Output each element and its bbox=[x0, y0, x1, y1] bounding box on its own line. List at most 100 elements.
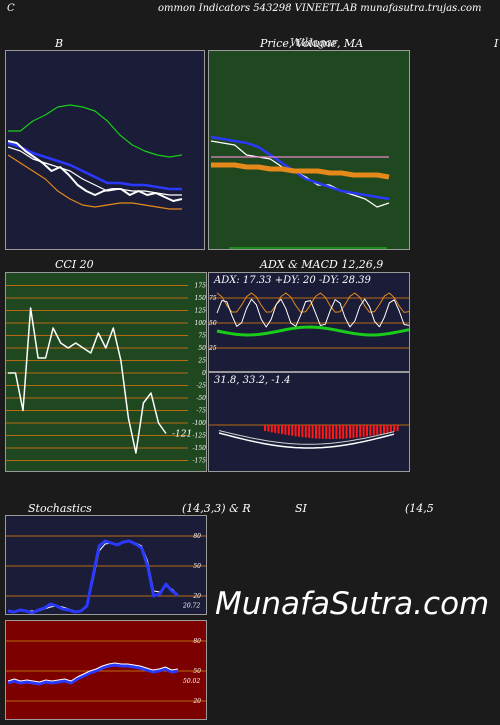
price-panel bbox=[208, 50, 410, 250]
adx-tick-label-0: 75 bbox=[209, 295, 217, 302]
macd-histogram-bar-39 bbox=[396, 425, 399, 431]
price-title: Price, Volume, MA bbox=[260, 37, 364, 50]
cci-chart: 175 150 125 100 75 50 25 0 -25 -50 -75 -100 -125 -150… bbox=[6, 283, 207, 465]
stochastics-panel: 80 50 20 20.72 bbox=[5, 515, 207, 615]
cci-tick-label-12: -125 bbox=[193, 433, 207, 440]
macd-histogram-bar-21 bbox=[335, 425, 338, 439]
stochastics-chart: 80 50 20 20.72 bbox=[6, 533, 206, 614]
macd-histogram-bar-7 bbox=[287, 425, 290, 436]
bollinger-chart bbox=[7, 104, 183, 210]
rsi-tick-label-0: 80 bbox=[193, 638, 201, 645]
macd-histogram-bar-27 bbox=[355, 425, 358, 438]
macd-histogram-bar-0 bbox=[264, 425, 266, 431]
macd-histogram-bar-14 bbox=[311, 425, 314, 439]
macd-histogram-bar-19 bbox=[328, 425, 331, 439]
rsi-tick-label-1: 50 bbox=[193, 668, 201, 675]
macd-histogram-bar-36 bbox=[386, 425, 389, 433]
cci-tick-label-8: -25 bbox=[196, 383, 206, 390]
stoch-k-line bbox=[7, 539, 179, 614]
bollinger-series-line-1 bbox=[7, 146, 182, 196]
adx-macd-title: ADX & MACD 12,26,9 bbox=[260, 258, 384, 271]
macd-histogram-bar-20 bbox=[332, 425, 334, 439]
stoch-tick-label-2: 20 bbox=[192, 593, 201, 600]
macd-histogram-bar-24 bbox=[345, 425, 348, 439]
cci-title: CCI 20 bbox=[55, 258, 94, 271]
adx-minus-di-line bbox=[216, 292, 409, 313]
macd-panel: 31.8, 33.2, -1.4 bbox=[208, 372, 410, 472]
price-series-line-2 bbox=[211, 162, 390, 180]
macd-histogram-bar-6 bbox=[284, 425, 287, 435]
cci-tick-label-13: -150 bbox=[193, 445, 207, 452]
macd-histogram-bar-22 bbox=[338, 425, 341, 439]
macd-histogram-bar-35 bbox=[383, 425, 385, 434]
rsi-value-label: 50.02 bbox=[183, 678, 200, 685]
page-header-title: ommon Indicators 543298 VINEETLAB munafa… bbox=[158, 3, 482, 14]
macd-histogram-bar-11 bbox=[301, 425, 304, 438]
price-series-line-1 bbox=[210, 135, 390, 201]
adx-plus-di-line bbox=[216, 298, 409, 328]
adx-line bbox=[216, 325, 409, 337]
cci-tick-label-4: 75 bbox=[198, 333, 206, 340]
stochastics-params: (14,3,3) & R bbox=[182, 502, 251, 515]
cci-tick-label-6: 25 bbox=[197, 358, 206, 365]
cci-line bbox=[8, 307, 167, 454]
cci-tick-label-2: 125 bbox=[195, 308, 207, 315]
macd-histogram-bar-31 bbox=[369, 425, 372, 436]
macd-values: 31.8, 33.2, -1.4 bbox=[214, 375, 291, 386]
macd-histogram-bar-30 bbox=[366, 425, 368, 437]
macd-histogram-bar-2 bbox=[270, 425, 273, 433]
bollinger-panel bbox=[5, 50, 205, 250]
price-title-overlap: Wiliagar bbox=[290, 36, 338, 49]
macd-histogram-bar-29 bbox=[362, 425, 365, 437]
macd-histogram-bar-3 bbox=[274, 425, 277, 433]
rsi-params: (14,5 bbox=[405, 502, 434, 515]
bollinger-title: B bbox=[55, 37, 64, 50]
macd-histogram-bar-12 bbox=[304, 425, 307, 438]
watermark: MunafaSutra.com bbox=[215, 586, 490, 622]
adx-panel: 75 50 25 ADX: 17.33 +DY: 20 -DY: 28.39 bbox=[208, 272, 410, 372]
price-chart bbox=[210, 135, 390, 249]
macd-histogram-bar-33 bbox=[376, 425, 379, 435]
macd-histogram-bar-37 bbox=[389, 425, 392, 433]
macd-line bbox=[218, 432, 395, 449]
rsi-panel: 80 50 20 50.02 bbox=[5, 620, 207, 720]
cci-tick-label-0: 175 bbox=[195, 283, 207, 290]
adx-values: ADX: 17.33 +DY: 20 -DY: 28.39 bbox=[214, 275, 371, 286]
cci-tick-label-3: 100 bbox=[195, 320, 207, 327]
macd-histogram-bar-13 bbox=[308, 425, 311, 438]
macd-histogram-bar-15 bbox=[315, 425, 317, 439]
rsi-average-line bbox=[7, 662, 179, 683]
cci-tick-label-1: 150 bbox=[195, 295, 207, 302]
macd-histogram-bar-17 bbox=[321, 425, 324, 439]
cci-tick-label-14: -175 bbox=[193, 458, 207, 465]
stoch-tick-label-1: 50 bbox=[193, 563, 201, 570]
bollinger-price-line bbox=[7, 140, 183, 202]
bollinger-series-line-0 bbox=[8, 104, 183, 158]
cci-tick-label-7: 0 bbox=[202, 370, 206, 377]
macd-histogram-bar-18 bbox=[325, 425, 328, 439]
right-edge-title: I bbox=[494, 37, 499, 50]
rsi-tick-label-2: 20 bbox=[192, 698, 201, 705]
macd-histogram-bar-34 bbox=[379, 425, 382, 435]
cci-tick-label-10: -75 bbox=[196, 408, 206, 415]
adx-tick-label-1: 50 bbox=[209, 320, 217, 327]
macd-histogram-bar-4 bbox=[277, 425, 280, 434]
macd-histogram-bar-38 bbox=[393, 425, 396, 432]
cci-tick-label-11: -100 bbox=[193, 420, 207, 427]
bollinger-series-line-3 bbox=[7, 154, 182, 210]
header-left-char: C bbox=[7, 3, 15, 14]
macd-signal-line bbox=[218, 430, 395, 445]
adx-tick-label-2: 25 bbox=[209, 345, 217, 352]
stoch-value-label: 20.72 bbox=[182, 602, 200, 609]
adx-chart: 75 50 25 bbox=[209, 292, 409, 352]
macd-histogram-bar-16 bbox=[318, 425, 321, 439]
macd-histogram-bar-26 bbox=[352, 425, 355, 438]
macd-histogram-bar-23 bbox=[342, 425, 345, 439]
cci-tick-label-5: 50 bbox=[198, 345, 206, 352]
bollinger-series-line-2 bbox=[7, 141, 182, 191]
stochastics-title: Stochastics bbox=[28, 502, 92, 515]
stoch-tick-label-0: 80 bbox=[193, 533, 201, 540]
macd-histogram-bar-10 bbox=[298, 425, 300, 437]
rsi-title: SI bbox=[295, 502, 307, 515]
macd-histogram-bar-9 bbox=[294, 425, 297, 437]
